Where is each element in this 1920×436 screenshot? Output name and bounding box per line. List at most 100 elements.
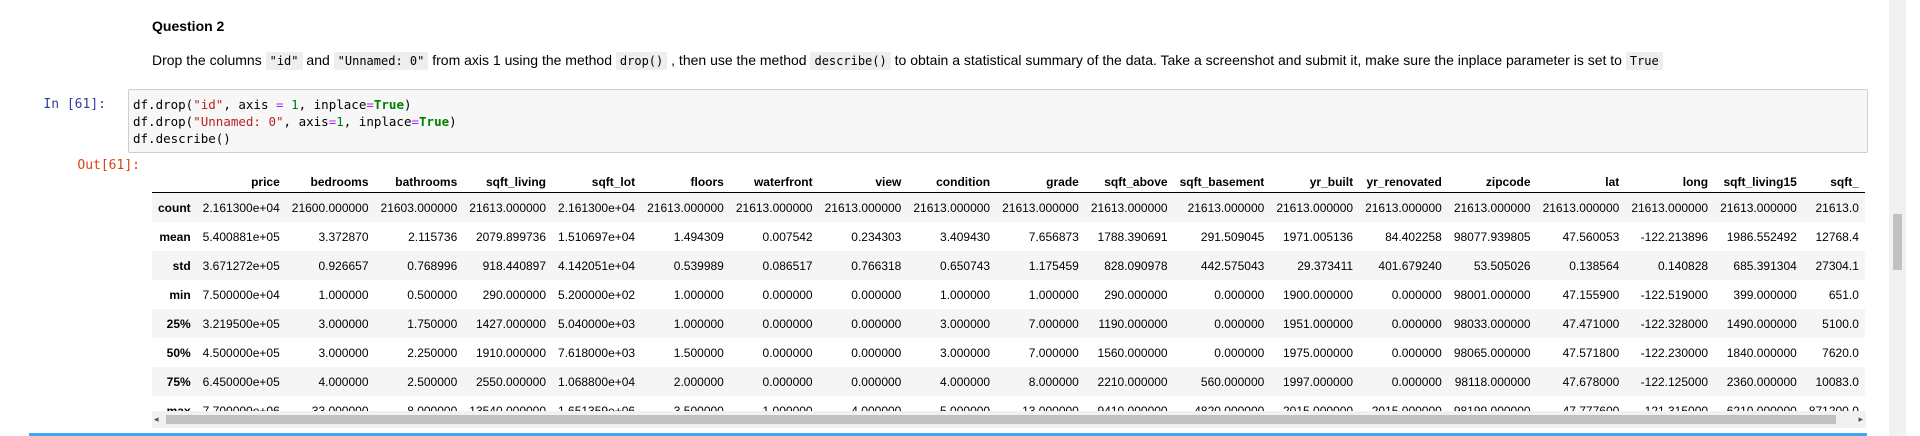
row-label: 25%: [166, 316, 191, 331]
row-label: count: [158, 200, 191, 215]
table-cell: 401.679240: [1378, 258, 1442, 273]
table-cell: 0.000000: [1391, 287, 1442, 302]
inline-code: True: [1625, 52, 1663, 70]
table-cell: 1.500000: [673, 345, 724, 360]
table-cell: 1900.000000: [1282, 287, 1354, 302]
scroll-left-arrow-icon[interactable]: ◂: [154, 414, 159, 424]
table-cell: 918.440897: [482, 258, 547, 273]
table-cell: 0.000000: [1214, 287, 1265, 302]
table-cell: 2360.000000: [1726, 374, 1797, 389]
instruction-text: from axis 1 using the method: [428, 52, 616, 68]
row-label: std: [172, 258, 191, 273]
table-cell: 21600.000000: [291, 200, 369, 215]
table-cell: -122.125000: [1640, 374, 1709, 389]
table-cell: 7.618000e+03: [558, 345, 636, 360]
code-token: , axis: [223, 97, 277, 112]
table-cell: 5.040000e+03: [558, 316, 636, 331]
column-header: lat: [1536, 172, 1626, 193]
table-cell: 560.000000: [1200, 374, 1265, 389]
code-line[interactable]: df.drop("id", axis = 1, inplace=True): [133, 96, 457, 113]
table-cell: 3.409430: [940, 229, 991, 244]
table-cell: 21603.000000: [380, 200, 458, 215]
table-row: 75% 6.450000e+05 4.000000 2.500000 2550.0000…: [152, 367, 1865, 396]
table-cell: 1.510697e+04: [558, 229, 636, 244]
question-instruction: Drop the columns "id" and "Unnamed: 0" f…: [152, 50, 1663, 71]
table-cell: 21613.000000: [1090, 200, 1168, 215]
column-header: view: [818, 172, 908, 193]
table-cell: 1975.000000: [1282, 345, 1354, 360]
row-label: 75%: [166, 374, 191, 389]
table-row: mean 5.400881e+05 3.372870 2.115736 2079.899…: [152, 222, 1865, 251]
column-header: condition: [907, 172, 997, 193]
table-cell: 4.000000: [940, 374, 991, 389]
table-cell: 4.142051e+04: [558, 258, 636, 273]
code-editor[interactable]: df.drop("id", axis = 1, inplace=True) df.…: [128, 89, 1868, 153]
table-cell: 6.450000e+05: [202, 374, 280, 389]
table-cell: 7.000000: [1028, 316, 1079, 331]
horizontal-scrollbar[interactable]: ◂ ▸: [152, 411, 1866, 428]
table-cell: -122.519000: [1640, 287, 1709, 302]
table-cell: 21613.000000: [1276, 200, 1354, 215]
table-cell: 7.000000: [1028, 345, 1079, 360]
column-header: yr_built: [1270, 172, 1360, 193]
selected-cell-border: [29, 433, 1867, 436]
table-cell: 0.000000: [762, 345, 813, 360]
table-cell: 21613.000000: [913, 200, 991, 215]
table-cell: 5.400881e+05: [202, 229, 280, 244]
code-text[interactable]: df.drop("id", axis = 1, inplace=True) df.…: [133, 96, 457, 147]
table-cell: 21613.000000: [647, 200, 724, 215]
table-cell: 0.766318: [851, 258, 902, 273]
table-cell: 1986.552492: [1726, 229, 1797, 244]
table-cell: 21613.000000: [1187, 200, 1265, 215]
column-header: sqft_living: [463, 172, 553, 193]
table-cell: 3.671272e+05: [202, 258, 280, 273]
table-cell: 8.000000: [1028, 374, 1079, 389]
describe-table: price bedrooms bathrooms sqft_living sqft_lo…: [152, 172, 1865, 416]
column-header: floors: [641, 172, 730, 193]
inline-code: drop(): [615, 52, 668, 70]
table-cell: 0.140828: [1658, 258, 1709, 273]
table-cell: 2550.000000: [475, 374, 547, 389]
table-cell: 0.000000: [851, 316, 902, 331]
table-cell: 21613.000000: [735, 200, 813, 215]
code-line[interactable]: df.drop("Unnamed: 0", axis=1, inplace=Tr…: [133, 113, 457, 130]
table-cell: 4.000000: [318, 374, 369, 389]
table-cell: 47.560053: [1562, 229, 1620, 244]
table-cell: 98077.939805: [1453, 229, 1531, 244]
horizontal-scroll-thumb[interactable]: [166, 415, 1836, 424]
table-cell: 0.000000: [1391, 345, 1442, 360]
output-area: price bedrooms bathrooms sqft_living sqft_lo…: [152, 172, 1866, 416]
row-label: mean: [159, 229, 191, 244]
table-cell: 0.500000: [407, 287, 458, 302]
code-token: df.describe(): [133, 131, 231, 146]
table-cell: 98118.000000: [1454, 374, 1531, 389]
table-cell: -122.328000: [1640, 316, 1709, 331]
table-cell: 3.000000: [940, 345, 991, 360]
table-cell: 0.138564: [1569, 258, 1620, 273]
table-cell: 7620.0: [1822, 345, 1859, 360]
table-cell: 1.175459: [1028, 258, 1079, 273]
column-header: grade: [996, 172, 1085, 193]
inline-code: "id": [265, 52, 303, 70]
code-line[interactable]: df.describe(): [133, 130, 457, 147]
code-token: 1: [336, 114, 344, 129]
code-token: df.drop(: [133, 114, 194, 129]
instruction-text: Drop the columns: [152, 52, 266, 68]
table-cell: 7.656873: [1028, 229, 1079, 244]
vertical-scroll-thumb[interactable]: [1893, 214, 1902, 270]
column-header: bedrooms: [285, 172, 375, 193]
table-cell: 1.000000: [1028, 287, 1079, 302]
table-cell: 0.000000: [1214, 345, 1265, 360]
table-cell: 10083.0: [1815, 374, 1859, 389]
table-cell: 1.000000: [940, 287, 991, 302]
vertical-scrollbar[interactable]: [1889, 0, 1906, 436]
scroll-right-arrow-icon[interactable]: ▸: [1858, 414, 1863, 424]
table-cell: 1.000000: [673, 316, 724, 331]
table-cell: 21613.000000: [1453, 200, 1531, 215]
table-cell: 47.571800: [1562, 345, 1620, 360]
table-cell: 98001.000000: [1453, 287, 1531, 302]
table-cell: 21613.000000: [1631, 200, 1709, 215]
table-cell: 0.926657: [318, 258, 369, 273]
table-cell: 1427.000000: [475, 316, 547, 331]
table-cell: 53.505026: [1473, 258, 1531, 273]
